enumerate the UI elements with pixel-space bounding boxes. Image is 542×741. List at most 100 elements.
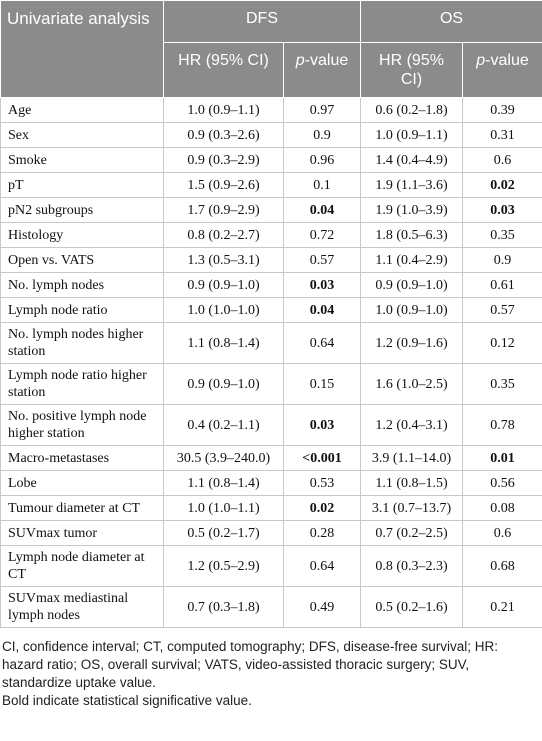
bold-value: 0.03 [309, 417, 335, 433]
table-row: Open vs. VATS 1.3 (0.5–3.1) 0.57 1.1 (0.4–2… [0, 247, 542, 273]
table-row: No. positive lymph node higher station 0.… [0, 404, 542, 446]
cell: 1.0 (0.9–1.1) [163, 97, 284, 123]
cell: 1.2 (0.9–1.6) [360, 322, 463, 364]
cell: 0.5 (0.2–1.7) [163, 520, 284, 546]
cell: 1.1 (0.8–1.4) [163, 322, 284, 364]
row-label: Sex [0, 122, 164, 148]
cell: <0.001 [283, 445, 361, 471]
bold-value: 0.04 [309, 202, 335, 218]
cell: 1.8 (0.5–6.3) [360, 222, 463, 248]
cell: 1.9 (1.1–3.6) [360, 172, 463, 198]
sub-header: HR (95% CI) [163, 42, 284, 98]
cell: 0.57 [283, 247, 361, 273]
cell: 0.39 [462, 97, 542, 123]
table-row: SUVmax tumor 0.5 (0.2–1.7) 0.28 0.7 (0.2–2.… [0, 520, 542, 546]
cell: 0.49 [283, 586, 361, 628]
row-label: Lymph node ratio higher station [0, 363, 164, 405]
cell: 0.02 [462, 172, 542, 198]
cell: 0.8 (0.3–2.3) [360, 545, 463, 587]
row-label: SUVmax tumor [0, 520, 164, 546]
table-row: No. lymph nodes 0.9 (0.9–1.0) 0.03 0.9 (0.9… [0, 272, 542, 298]
cell: 0.9 (0.9–1.0) [163, 363, 284, 405]
results-table: Univariate analysis DFS OS HR (95% CI) p… [0, 0, 542, 628]
row-label: Histology [0, 222, 164, 248]
cell: 0.96 [283, 147, 361, 173]
cell: 1.1 (0.8–1.5) [360, 470, 463, 496]
table-row: Lymph node diameter at CT 1.2 (0.5–2.9) 0.… [0, 545, 542, 587]
cell: 0.7 (0.2–2.5) [360, 520, 463, 546]
cell: 0.5 (0.2–1.6) [360, 586, 463, 628]
cell: 0.61 [462, 272, 542, 298]
row-label: Age [0, 97, 164, 123]
bold-value: 0.02 [490, 177, 515, 193]
table-row: No. lymph nodes higher station 1.1 (0.8–1… [0, 322, 542, 364]
row-label: Lobe [0, 470, 164, 496]
cell: 1.3 (0.5–3.1) [163, 247, 284, 273]
footnote: Bold indicate statistical significative … [2, 693, 252, 708]
table-row: Macro-metastases 30.5 (3.9–240.0) <0.001 3.… [0, 445, 542, 471]
row-label: pN2 subgroups [0, 197, 164, 223]
cell: 0.6 [462, 147, 542, 173]
sub-header: HR (95% CI) [360, 42, 463, 98]
table-row: pT 1.5 (0.9–2.6) 0.1 1.9 (1.1–3.6) 0.02 [0, 172, 542, 198]
bold-value: 0.04 [309, 302, 335, 318]
table-row: Smoke 0.9 (0.3–2.9) 0.96 1.4 (0.4–4.9) 0.6 [0, 147, 542, 173]
cell: 1.7 (0.9–2.9) [163, 197, 284, 223]
table-row: pN2 subgroups 1.7 (0.9–2.9) 0.04 1.9 (1.0–3… [0, 197, 542, 223]
cell: 0.9 [283, 122, 361, 148]
cell: 0.64 [283, 322, 361, 364]
table-row: SUVmax mediastinal lymph nodes 0.7 (0.3–1… [0, 586, 542, 628]
cell: 0.21 [462, 586, 542, 628]
cell: 0.97 [283, 97, 361, 123]
cell: 3.9 (1.1–14.0) [360, 445, 463, 471]
cell: 1.2 (0.4–3.1) [360, 404, 463, 446]
cell: 0.1 [283, 172, 361, 198]
cell: 0.35 [462, 363, 542, 405]
table-row: Lobe 1.1 (0.8–1.4) 0.53 1.1 (0.8–1.5) 0.56 [0, 470, 542, 496]
cell: 0.03 [462, 197, 542, 223]
cell: 0.9 (0.9–1.0) [163, 272, 284, 298]
footnotes: CI, confidence interval; CT, computed to… [0, 638, 542, 710]
sub-header: p-value [283, 42, 361, 98]
row-label: Lymph node diameter at CT [0, 545, 164, 587]
table-row: Histology 0.8 (0.2–2.7) 0.72 1.8 (0.5–6.3) 0… [0, 222, 542, 248]
cell: 1.6 (1.0–2.5) [360, 363, 463, 405]
footnote: CI, confidence interval; CT, computed to… [2, 639, 498, 690]
table-row: Lymph node ratio higher station 0.9 (0.9–… [0, 363, 542, 405]
cell: 0.8 (0.2–2.7) [163, 222, 284, 248]
cell: 0.08 [462, 495, 542, 521]
cell: 0.6 (0.2–1.8) [360, 97, 463, 123]
cell: 0.9 [462, 247, 542, 273]
cell: 3.1 (0.7–13.7) [360, 495, 463, 521]
cell: 0.53 [283, 470, 361, 496]
group-header: OS [360, 0, 542, 43]
bold-value: 0.03 [309, 277, 335, 293]
cell: 1.0 (1.0–1.1) [163, 495, 284, 521]
bold-value: 0.01 [490, 450, 515, 466]
cell: 0.4 (0.2–1.1) [163, 404, 284, 446]
cell: 0.04 [283, 297, 361, 323]
cell: 0.9 (0.3–2.6) [163, 122, 284, 148]
cell: 0.72 [283, 222, 361, 248]
cell: 0.31 [462, 122, 542, 148]
cell: 1.0 (0.9–1.0) [360, 297, 463, 323]
cell: 0.68 [462, 545, 542, 587]
bold-value: 0.03 [490, 202, 515, 218]
row-label: pT [0, 172, 164, 198]
cell: 0.9 (0.3–2.9) [163, 147, 284, 173]
cell: 1.4 (0.4–4.9) [360, 147, 463, 173]
cell: 30.5 (3.9–240.0) [163, 445, 284, 471]
bold-value: <0.001 [302, 450, 342, 466]
cell: 0.12 [462, 322, 542, 364]
cell: 0.9 (0.9–1.0) [360, 272, 463, 298]
cell: 1.0 (1.0–1.0) [163, 297, 284, 323]
cell: 0.56 [462, 470, 542, 496]
bold-value: 0.02 [309, 500, 335, 516]
cell: 0.15 [283, 363, 361, 405]
cell: 0.28 [283, 520, 361, 546]
table-row: Age 1.0 (0.9–1.1) 0.97 0.6 (0.2–1.8) 0.39 [0, 97, 542, 123]
corner-header: Univariate analysis [0, 0, 164, 98]
cell: 1.2 (0.5–2.9) [163, 545, 284, 587]
row-label: No. lymph nodes [0, 272, 164, 298]
